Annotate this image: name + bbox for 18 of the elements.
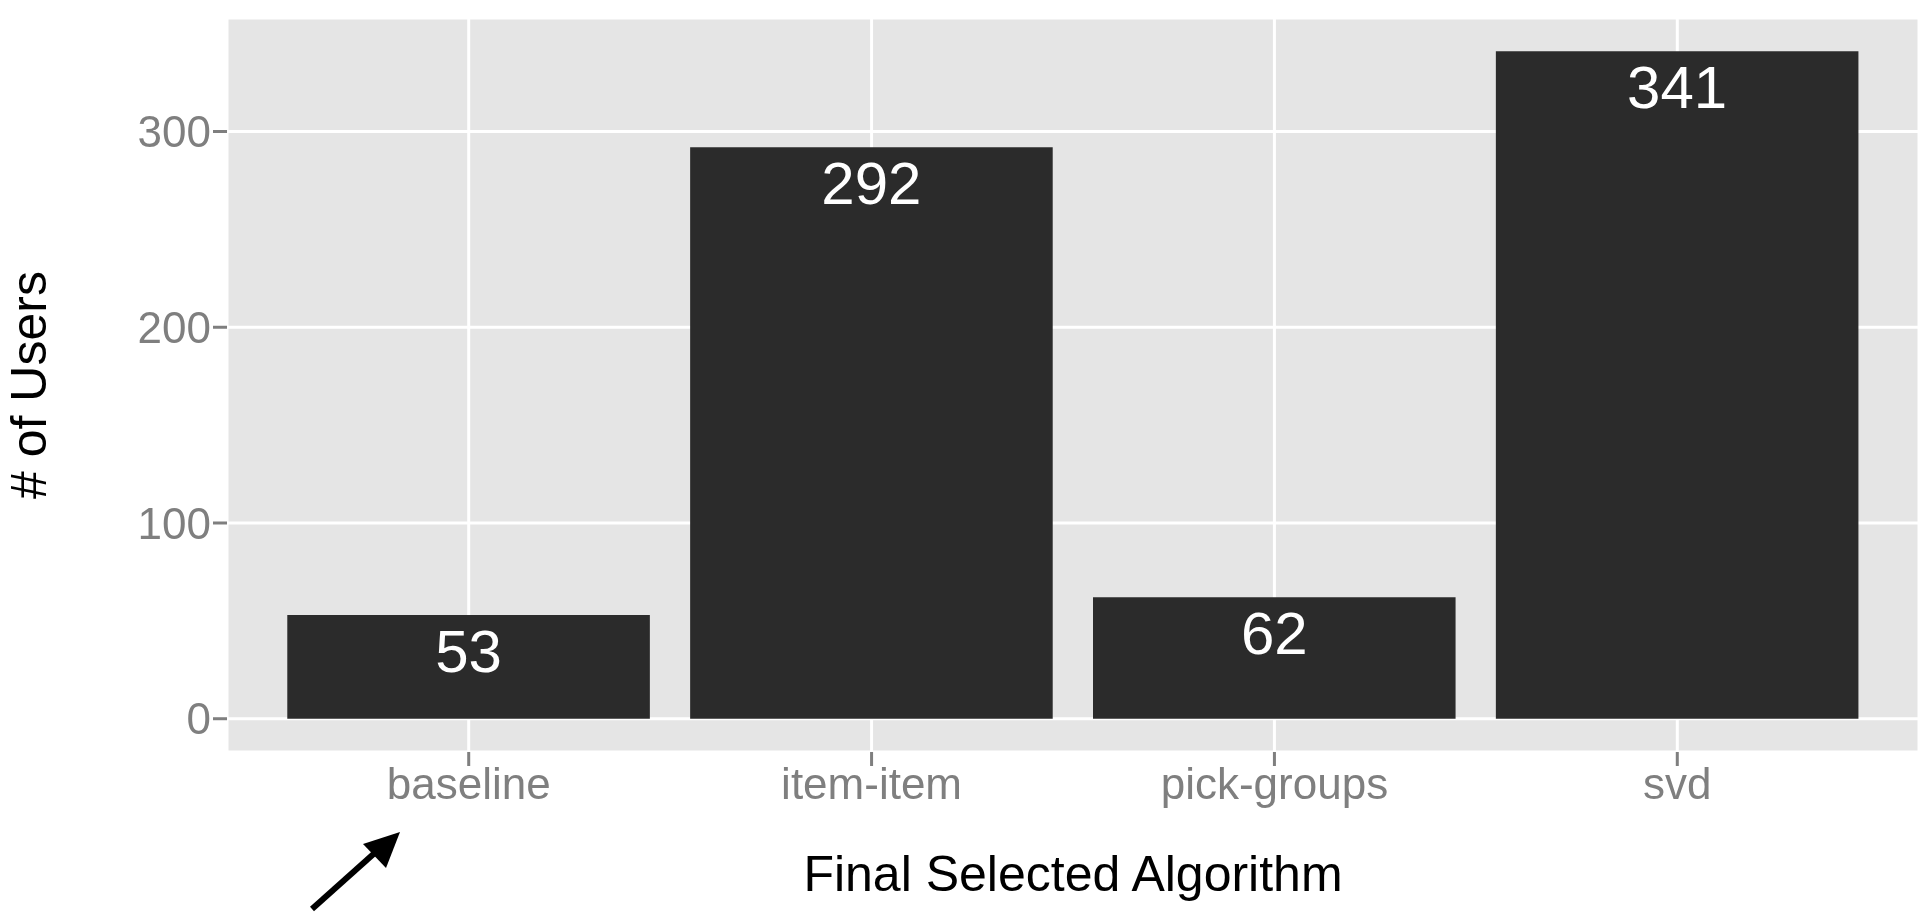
- y-tick-label: 300: [137, 107, 211, 157]
- bar: [1093, 597, 1456, 719]
- y-tick-label: 100: [137, 498, 211, 548]
- bar: [1495, 51, 1859, 719]
- bar: [690, 147, 1053, 719]
- x-tick-label: item-item: [781, 759, 963, 809]
- y-tick-label: 0: [186, 694, 211, 744]
- x-tick-label: svd: [1643, 759, 1712, 809]
- x-tick-label: baseline: [386, 759, 551, 809]
- data-label: 292: [821, 149, 922, 217]
- data-label: 341: [1627, 53, 1728, 121]
- y-axis-title: # of Users: [0, 271, 57, 499]
- x-tick-label: pick-groups: [1160, 759, 1389, 809]
- data-label: 62: [1240, 599, 1308, 667]
- data-label: 53: [435, 617, 502, 685]
- y-tick-label: 200: [137, 302, 211, 352]
- x-axis-title: Final Selected Algorithm: [803, 846, 1343, 902]
- bar: [287, 614, 650, 719]
